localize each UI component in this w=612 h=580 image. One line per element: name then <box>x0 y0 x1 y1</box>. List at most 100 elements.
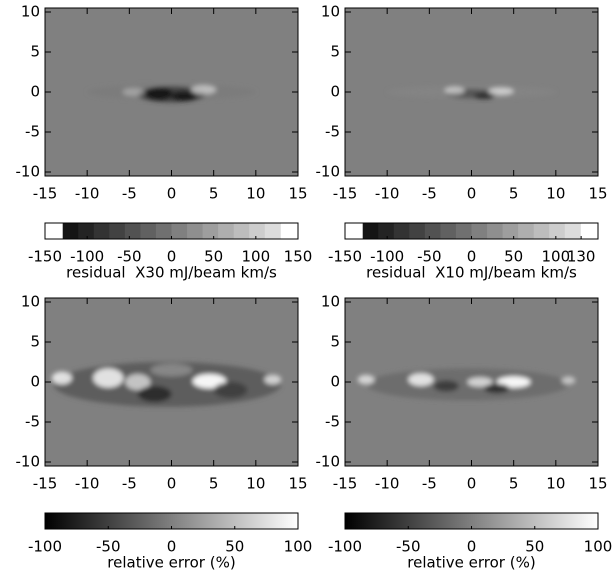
x-tick-label: 10 <box>246 475 265 493</box>
y-tick-label: -5 <box>25 123 40 141</box>
colorbar-step <box>155 223 172 239</box>
y-tick-label: 10 <box>321 3 340 21</box>
y-tick-label: -10 <box>316 163 341 181</box>
colorbar-tick-label: -150 <box>328 248 362 266</box>
x-tick-label: 10 <box>246 185 265 203</box>
colorbar-step <box>202 223 219 239</box>
y-tick-label: -5 <box>325 413 340 431</box>
x-tick-label: 15 <box>588 185 607 203</box>
colorbar-tick-label: 100 <box>242 248 271 266</box>
colorbar-gradient <box>45 513 298 529</box>
emission-blob <box>561 376 576 385</box>
x-tick-label: 0 <box>167 475 177 493</box>
emission-blob <box>433 380 459 392</box>
x-tick-label: -5 <box>422 185 437 203</box>
colorbar-step <box>93 223 110 239</box>
emission-blob <box>150 363 193 377</box>
y-tick-label: 0 <box>330 83 340 101</box>
colorbar-step <box>233 223 250 239</box>
x-tick-label: -15 <box>33 185 58 203</box>
emission-blob <box>125 374 151 390</box>
emission-blob <box>145 87 173 100</box>
colorbar-tick-label: -50 <box>96 538 121 556</box>
colorbar-tick-label: 0 <box>167 538 177 556</box>
emission-blob <box>171 91 197 101</box>
colorbar-step <box>140 223 157 239</box>
colorbar-step <box>502 223 519 239</box>
x-tick-label: -15 <box>333 475 358 493</box>
y-tick-label: -10 <box>16 163 41 181</box>
y-tick-label: 5 <box>30 333 40 351</box>
x-tick-label: 10 <box>546 475 565 493</box>
x-tick-label: -15 <box>333 185 358 203</box>
y-tick-label: 10 <box>321 293 340 311</box>
colorbar-step <box>62 223 79 239</box>
y-tick-label: -5 <box>25 413 40 431</box>
colorbar-step <box>549 223 566 239</box>
colorbar-step <box>378 223 395 239</box>
x-tick-label: 0 <box>467 185 477 203</box>
map <box>45 298 298 466</box>
colorbar-step <box>109 223 126 239</box>
x-tick-label: 5 <box>209 185 219 203</box>
colorbar-step <box>455 223 472 239</box>
colorbar-tick-label: 100 <box>284 538 313 556</box>
x-tick-label: 10 <box>546 185 565 203</box>
y-tick-label: -10 <box>16 453 41 471</box>
colorbar-label: residual X30 mJ/beam km/s <box>66 264 277 282</box>
colorbar-step <box>518 223 535 239</box>
colorbar-step <box>440 223 457 239</box>
map <box>345 298 598 466</box>
y-tick-label: 0 <box>30 373 40 391</box>
colorbar-step <box>171 223 188 239</box>
colorbar-tick-label: 150 <box>284 248 313 266</box>
colorbar-tick-label: 0 <box>467 538 477 556</box>
y-tick-label: 5 <box>330 333 340 351</box>
colorbar-tick-label: 100 <box>584 538 612 556</box>
colorbar-tick-label: -50 <box>417 248 442 266</box>
emission-blob <box>366 368 569 401</box>
emission-blob <box>474 92 495 100</box>
y-tick-label: 0 <box>330 373 340 391</box>
map-emission <box>87 84 256 103</box>
x-tick-label: 0 <box>467 475 477 493</box>
colorbar-tick-label: 130 <box>567 248 596 266</box>
emission-blob <box>467 377 493 387</box>
x-tick-label: -15 <box>33 475 58 493</box>
colorbar-tick-label: -50 <box>117 248 142 266</box>
x-tick-label: -10 <box>375 475 400 493</box>
emission-blob <box>488 87 514 96</box>
colorbar-step <box>78 223 95 239</box>
y-tick-label: 5 <box>30 43 40 61</box>
y-tick-label: 10 <box>21 293 40 311</box>
colorbar-gradient <box>345 513 598 529</box>
x-tick-label: 15 <box>588 475 607 493</box>
colorbar-tick-label: 0 <box>167 248 177 266</box>
colorbar-step <box>218 223 235 239</box>
x-tick-label: 0 <box>167 185 177 203</box>
colorbar-tick-label: 0 <box>467 248 477 266</box>
y-tick-label: -10 <box>316 453 341 471</box>
x-tick-label: 5 <box>209 475 219 493</box>
colorbar-step <box>124 223 141 239</box>
map <box>45 8 298 176</box>
colorbar-label: residual X10 mJ/beam km/s <box>366 264 577 282</box>
emission-blob <box>213 382 248 398</box>
emission-blob <box>264 374 282 385</box>
emission-blob <box>444 86 465 95</box>
emission-blob <box>496 376 531 388</box>
x-tick-label: -5 <box>422 475 437 493</box>
colorbar-tick-label: 100 <box>542 248 571 266</box>
emission-blob <box>122 88 145 96</box>
map-emission <box>51 362 282 407</box>
colorbar-step <box>487 223 504 239</box>
colorbar-step <box>424 223 441 239</box>
x-tick-label: -5 <box>122 185 137 203</box>
colorbar-tick-label: 50 <box>204 248 223 266</box>
x-tick-label: -10 <box>75 185 100 203</box>
y-tick-label: -5 <box>325 123 340 141</box>
colorbar-step <box>393 223 410 239</box>
y-tick-label: 5 <box>330 43 340 61</box>
emission-blob <box>190 84 217 95</box>
